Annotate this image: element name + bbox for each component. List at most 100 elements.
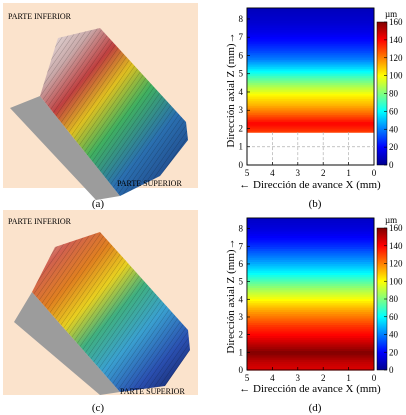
heatmap-band [247, 346, 374, 349]
heatmap-band [247, 352, 374, 356]
heatmap-band [247, 109, 374, 112]
heatmap-band [247, 309, 374, 312]
colorbar-tick-label: 120 [389, 53, 403, 63]
heatmap-band [247, 70, 374, 73]
heatmap-band [247, 343, 374, 347]
heatmap-band [247, 226, 374, 230]
heatmap-band [247, 261, 374, 265]
colorbar-tick-label: 40 [389, 124, 399, 134]
panel-b-heatmap [246, 7, 375, 166]
heatmap-band [247, 8, 374, 11]
heatmap-band [247, 361, 374, 365]
heatmap-band [247, 82, 374, 85]
y-tick-label: 1 [239, 142, 244, 152]
y-tick-label: 1 [239, 347, 244, 357]
heatmap-band [247, 68, 374, 71]
heatmap-band [247, 231, 374, 234]
heatmap-band [247, 101, 374, 105]
heatmap-band [247, 228, 374, 232]
heatmap-band [247, 241, 374, 245]
heatmap-band [247, 272, 374, 276]
heatmap-band [247, 218, 374, 221]
y-tick-label: 8 [239, 14, 244, 24]
heatmap-band [247, 54, 374, 57]
heatmap-band [247, 267, 374, 271]
heatmap-band [247, 86, 374, 89]
heatmap-band [247, 330, 374, 334]
heatmap-band [247, 222, 374, 226]
heatmap-band [247, 313, 374, 317]
heatmap-band [247, 287, 374, 291]
heatmap-band [247, 89, 374, 92]
heatmap-band [247, 64, 374, 68]
heatmap-band [247, 121, 374, 124]
panel-b-ticks: 5 4 3 2 1 0 0 1 2 3 4 5 6 7 8 [239, 14, 377, 178]
panel-a-side-wall [10, 96, 120, 200]
heatmap-band [247, 248, 374, 252]
heatmap-band [247, 78, 374, 82]
heatmap-band [247, 311, 374, 315]
heatmap-band [247, 52, 374, 55]
heatmap-band [247, 257, 374, 260]
panel-c-side-wall [14, 292, 120, 395]
heatmap-band [247, 59, 374, 62]
panel-a-bottom-text: PARTE SUPERIOR [117, 179, 182, 188]
x-tick-label: 4 [270, 168, 275, 178]
heatmap-band [247, 348, 374, 352]
x-tick-label: 0 [372, 168, 377, 178]
heatmap-band [247, 45, 374, 48]
heatmap-band [247, 55, 374, 59]
heatmap-band [247, 16, 374, 20]
colorbar-tick-label: 60 [389, 312, 399, 322]
heatmap-band [247, 13, 374, 16]
heatmap-band [247, 300, 374, 304]
heatmap-band [247, 363, 374, 367]
y-tick-label: 5 [239, 277, 244, 287]
heatmap-band [247, 326, 374, 330]
heatmap-band [247, 224, 374, 228]
heatmap-band [247, 276, 374, 280]
heatmap-band [247, 126, 374, 130]
heatmap-band [247, 50, 374, 53]
heatmap-band [247, 110, 374, 114]
heatmap-band [247, 38, 374, 41]
colorbar-tick-label: 20 [389, 142, 399, 152]
heatmap-band [247, 116, 374, 119]
x-tick-label: 4 [270, 373, 275, 383]
x-tick-label: 5 [245, 168, 250, 178]
panel-c-bottom-text: PARTE SUPERIOR [120, 387, 185, 396]
y-tick-label: 6 [239, 259, 244, 269]
colorbar-tick-label: 80 [389, 89, 399, 99]
y-tick-label: 6 [239, 50, 244, 60]
y-tick-label: 0 [239, 160, 244, 170]
heatmap-band [247, 304, 374, 308]
heatmap-band [247, 339, 374, 343]
heatmap-band [247, 32, 374, 36]
heatmap-band [247, 278, 374, 282]
colorbar-tick-label: 160 [389, 17, 403, 27]
panel-c-top-text: PARTE INFERIOR [8, 217, 72, 226]
heatmap-band [247, 259, 374, 263]
heatmap-band [247, 91, 374, 94]
heatmap-band [247, 94, 374, 98]
x-tick-label: 0 [372, 373, 377, 383]
heatmap-band [247, 11, 374, 14]
heatmap-band [247, 239, 374, 243]
heatmap-band [247, 15, 374, 18]
heatmap-band [247, 20, 374, 23]
heatmap-band [247, 244, 374, 247]
y-tick-label: 8 [239, 224, 244, 234]
x-tick-label: 1 [346, 168, 351, 178]
y-tick-label: 3 [239, 312, 244, 322]
heatmap-band [247, 270, 374, 273]
heatmap-band [247, 77, 374, 80]
panel-a-label: (a) [92, 198, 105, 210]
panel-d-xlabel: ← Dirección de avance X (mm) [239, 383, 381, 395]
panel-b-colorbar-ticks: 0 20 40 60 80 100 120 140 160 [384, 17, 403, 170]
x-tick-label: 1 [346, 373, 351, 383]
panel-a: PARTE INFERIOR PARTE SUPERIOR (a) [3, 3, 198, 210]
heatmap-band [247, 27, 374, 30]
heatmap-band [247, 41, 374, 45]
heatmap-band [247, 114, 374, 117]
